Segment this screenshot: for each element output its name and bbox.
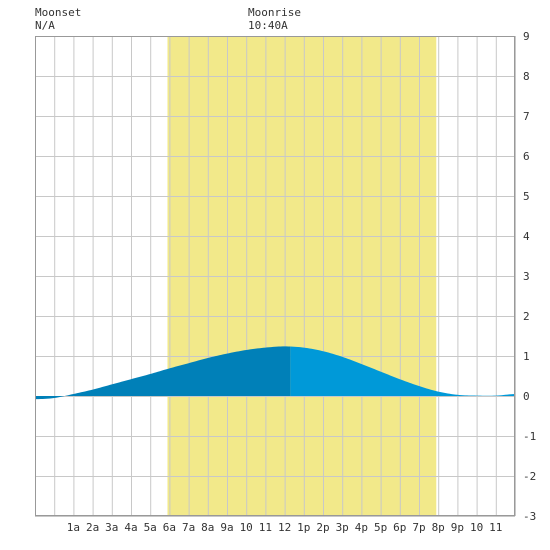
moonrise-label: Moonrise	[248, 6, 301, 19]
y-tick-label: 0	[523, 390, 530, 403]
x-tick-label: 11	[259, 521, 272, 534]
y-tick-label: 4	[523, 230, 530, 243]
x-tick-label: 9p	[451, 521, 464, 534]
tide-area-before-noon	[35, 346, 291, 400]
y-tick-label: 7	[523, 110, 530, 123]
y-tick-label: 8	[523, 70, 530, 83]
x-tick-label: 7p	[412, 521, 425, 534]
x-tick-label: 4a	[124, 521, 137, 534]
y-tick-label: 1	[523, 350, 530, 363]
x-tick-label: 5p	[374, 521, 387, 534]
x-tick-label: 10	[240, 521, 253, 534]
x-tick-label: 8a	[201, 521, 214, 534]
moonrise-block: Moonrise 10:40A	[248, 6, 301, 32]
x-tick-label: 3a	[105, 521, 118, 534]
x-tick-label: 4p	[355, 521, 368, 534]
x-tick-label: 6a	[163, 521, 176, 534]
tide-area-after-noon	[290, 346, 515, 396]
x-tick-label: 8p	[432, 521, 445, 534]
x-tick-label: 3p	[336, 521, 349, 534]
x-tick-label: 7a	[182, 521, 195, 534]
moonset-label: Moonset	[35, 6, 82, 19]
x-tick-label: 5a	[144, 521, 157, 534]
moonset-block: Moonset N/A	[35, 6, 81, 32]
moonrise-value: 10:40A	[248, 19, 288, 32]
x-tick-label: 12	[278, 521, 291, 534]
x-tick-label: 10	[470, 521, 483, 534]
y-tick-label: -3	[523, 510, 536, 523]
y-tick-label: -1	[523, 430, 536, 443]
plot-frame	[35, 36, 515, 516]
y-tick-label: 9	[523, 30, 530, 43]
y-tick-label: 6	[523, 150, 530, 163]
moonset-value: N/A	[35, 19, 55, 32]
y-tick-label: -2	[523, 470, 536, 483]
x-tick-label: 6p	[393, 521, 406, 534]
x-tick-label: 11	[489, 521, 502, 534]
x-tick-label: 1p	[297, 521, 310, 534]
y-tick-label: 2	[523, 310, 530, 323]
x-tick-label: 2p	[316, 521, 329, 534]
x-tick-label: 2a	[86, 521, 99, 534]
y-tick-label: 3	[523, 270, 530, 283]
y-tick-label: 5	[523, 190, 530, 203]
x-tick-label: 9a	[220, 521, 233, 534]
x-tick-label: 1a	[67, 521, 80, 534]
